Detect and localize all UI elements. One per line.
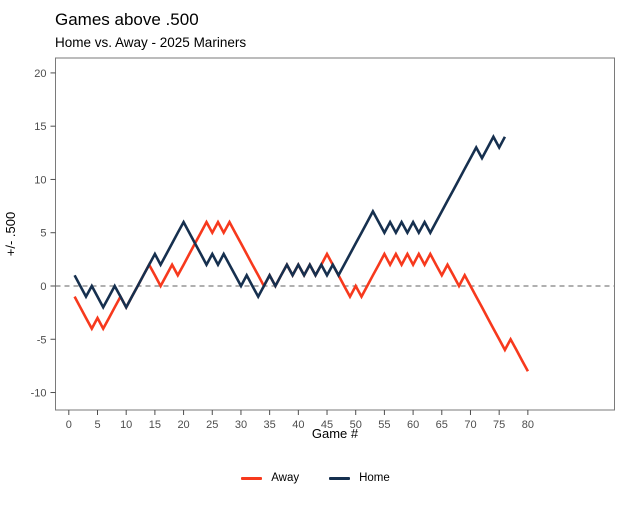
x-tick-label: 20 — [177, 419, 189, 431]
home-line-swatch — [329, 476, 351, 480]
y-tick-label: 10 — [34, 174, 46, 186]
generated-chart-layers: 0 5 10 15 20 25 30 35 40 45 50 55 60 65 70 75 80 -10 -5 0 5 1… — [31, 68, 615, 431]
chart-subtitle: Home vs. Away - 2025 Mariners — [55, 35, 246, 50]
x-tick-label: 45 — [321, 419, 333, 431]
x-tick-label: 70 — [464, 419, 476, 431]
y-tick-label: -5 — [37, 334, 47, 346]
y-axis-title: +/- .500 — [3, 212, 18, 256]
y-tick-label: 15 — [34, 121, 46, 133]
legend-item-away: Away — [241, 472, 299, 484]
x-tick-label: 75 — [493, 419, 505, 431]
x-tick-label: 60 — [407, 419, 419, 431]
x-tick-label: 10 — [120, 419, 132, 431]
x-tick-label: 25 — [206, 419, 218, 431]
x-tick-label: 50 — [350, 419, 362, 431]
x-tick-label: 30 — [235, 419, 247, 431]
x-tick-label: 35 — [264, 419, 276, 431]
x-tick-label: 40 — [292, 419, 304, 431]
x-tick-label: 65 — [436, 419, 448, 431]
x-tick-label: 15 — [149, 419, 161, 431]
x-tick-label: 0 — [66, 419, 72, 431]
x-tick-label: 5 — [94, 419, 100, 431]
legend-label-away: Away — [271, 472, 300, 484]
x-tick-label: 80 — [522, 419, 534, 431]
x-tick-label: 55 — [378, 419, 390, 431]
chart-title: Games above .500 — [55, 10, 199, 29]
legend-item-home: Home — [329, 472, 390, 484]
y-tick-label: 5 — [40, 228, 46, 240]
y-tick-label: -10 — [31, 388, 47, 400]
y-tick-label: 20 — [34, 68, 46, 80]
chart-legend: Away Home — [0, 472, 631, 484]
legend-label-home: Home — [359, 472, 390, 484]
plot-panel — [55, 57, 615, 411]
away-line-swatch — [241, 476, 263, 480]
y-tick-label: 0 — [40, 281, 46, 293]
home-series-line — [73, 134, 507, 311]
x-axis-title: Game # — [312, 426, 359, 441]
